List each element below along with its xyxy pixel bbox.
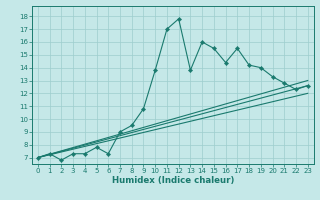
X-axis label: Humidex (Indice chaleur): Humidex (Indice chaleur) [112, 176, 234, 185]
